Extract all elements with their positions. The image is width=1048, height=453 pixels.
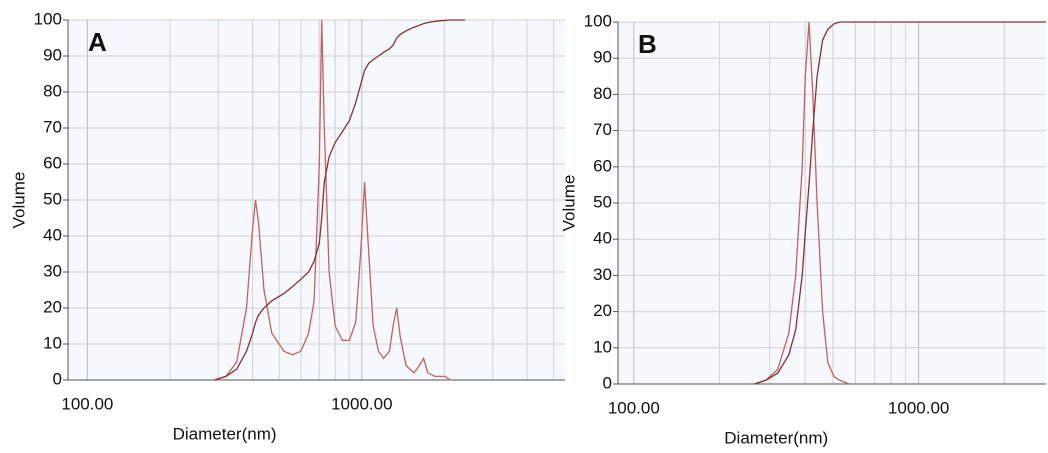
y-tick-label: 50 (43, 189, 62, 208)
y-axis-title: Volume (9, 172, 28, 229)
y-tick-label: 0 (603, 373, 612, 392)
x-tick-label: 1000.00 (331, 394, 392, 413)
data-line (214, 19, 466, 381)
y-tick-label: 30 (593, 265, 612, 284)
y-tick-label: 100 (34, 9, 62, 28)
y-tick-label: 60 (593, 156, 612, 175)
y-tick-label: 10 (593, 337, 612, 356)
y-tick-label: 90 (593, 48, 612, 67)
y-tick-label: 50 (593, 192, 612, 211)
y-axis-title: Volume (559, 175, 578, 232)
data-line (754, 21, 1046, 385)
y-tick-label: 20 (593, 301, 612, 320)
y-tick-label: 100 (584, 11, 612, 30)
y-tick-label: 40 (43, 225, 62, 244)
y-tick-label: 40 (593, 229, 612, 248)
y-tick-label: 0 (53, 369, 62, 388)
panel-label: B (638, 29, 657, 59)
y-tick-label: 70 (43, 117, 62, 136)
data-line (214, 19, 451, 381)
y-tick-label: 60 (43, 153, 62, 172)
y-tick-label: 20 (43, 297, 62, 316)
x-axis-title: Diameter(nm) (724, 428, 828, 447)
y-tick-label: 80 (593, 84, 612, 103)
x-tick-label: 100.00 (608, 398, 660, 417)
data-line (754, 21, 850, 385)
x-tick-label: 1000.00 (888, 398, 949, 417)
panel-label: A (88, 27, 107, 57)
y-tick-label: 90 (43, 45, 62, 64)
x-axis-title: Diameter(nm) (173, 424, 277, 443)
y-tick-label: 10 (43, 333, 62, 352)
x-tick-label: 100.00 (61, 394, 113, 413)
y-tick-label: 70 (593, 120, 612, 139)
y-tick-label: 30 (43, 261, 62, 280)
y-tick-label: 80 (43, 81, 62, 100)
